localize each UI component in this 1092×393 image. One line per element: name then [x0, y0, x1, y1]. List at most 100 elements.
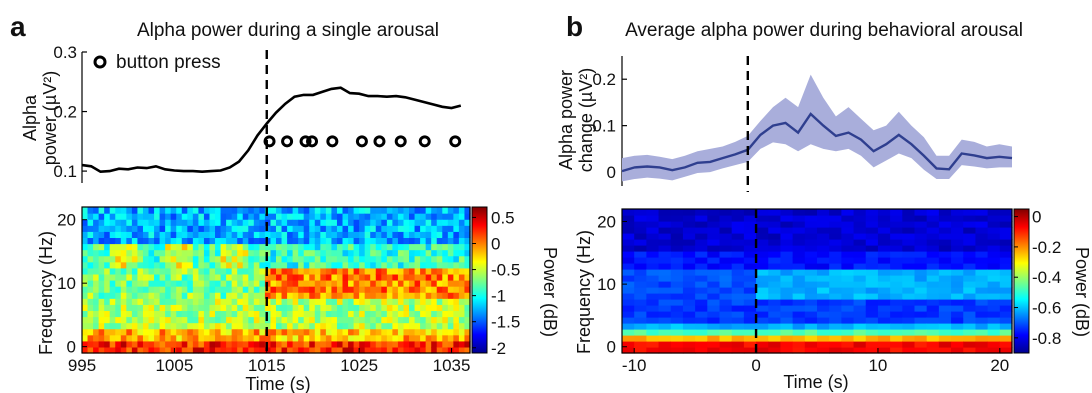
colorbar-tick-label: -0.4 — [1032, 268, 1061, 287]
heatmap-cell — [658, 215, 672, 222]
heatmap-cell — [248, 261, 255, 269]
heatmap-cell — [436, 261, 443, 269]
heatmap-cell — [938, 269, 952, 276]
heatmap-cell — [853, 263, 867, 270]
heatmap-cell — [425, 255, 432, 263]
heatmap-cell — [682, 341, 696, 348]
heatmap-cell — [634, 329, 647, 336]
heatmap-cell — [325, 273, 333, 281]
heatmap-cell — [829, 233, 842, 240]
heatmap-cell — [987, 227, 1001, 234]
heatmap-cell — [780, 233, 794, 240]
heatmap-cell — [963, 311, 977, 318]
heatmap-cell — [137, 280, 144, 287]
heatmap-cell — [458, 286, 466, 293]
y-tick-label: 0.1 — [592, 117, 616, 136]
heatmap-cell — [198, 310, 205, 318]
heatmap-cell — [682, 221, 696, 228]
heatmap-cell — [303, 255, 310, 263]
heatmap-cell — [231, 261, 238, 269]
heatmap-cell — [634, 299, 647, 306]
heatmap-cell — [458, 255, 466, 263]
heatmap-cell — [93, 267, 100, 275]
heatmap-cell — [109, 237, 116, 245]
heatmap-cell — [646, 311, 660, 318]
heatmap-cell — [237, 255, 244, 263]
heatmap-cell — [142, 261, 150, 269]
heatmap-cell — [938, 275, 952, 282]
heatmap-cell — [148, 237, 155, 245]
heatmap-cell — [87, 310, 94, 318]
heatmap-cell — [670, 233, 684, 240]
heatmap-cell — [707, 251, 721, 258]
colorbar-ticks-a: 0.50-0.5-1-1.5-2 — [472, 208, 520, 358]
heatmap-cell — [386, 322, 393, 330]
legend-a: button press — [93, 52, 221, 73]
colorbar-label-b: Power (dB) — [1072, 247, 1092, 337]
heatmap-cell — [890, 221, 903, 228]
heatmap-cell — [841, 329, 855, 336]
heatmap-cell — [276, 273, 283, 281]
heatmap-cell — [226, 207, 233, 214]
heatmap-cell — [336, 207, 344, 214]
heatmap-cell — [348, 255, 355, 263]
heatmap-cell — [165, 298, 172, 305]
heatmap-cell — [176, 249, 183, 257]
heatmap-cell — [137, 243, 144, 251]
chart-title-b: Average alpha power during behavioral ar… — [625, 20, 1023, 41]
heatmap-cell — [237, 219, 244, 226]
heatmap-cell — [226, 292, 233, 299]
heatmap-cell — [104, 273, 111, 281]
heatmap-cell — [963, 323, 977, 330]
heatmap-cell — [731, 245, 745, 252]
heatmap-cell — [142, 292, 150, 299]
heatmap-cell — [98, 255, 105, 263]
heatmap-cell — [93, 316, 100, 324]
heatmap-cell — [414, 207, 421, 214]
heatmap-cell — [120, 298, 127, 305]
heatmap-cell — [148, 346, 155, 354]
heatmap-cell — [646, 263, 660, 270]
heatmap-cell — [142, 340, 150, 348]
heatmap-cell — [248, 273, 255, 281]
heatmap-cell — [353, 286, 360, 293]
heatmap-cell — [841, 335, 855, 342]
heatmap-cell — [719, 269, 733, 276]
heatmap-cell — [137, 207, 144, 214]
y-tick-label: 0 — [607, 163, 616, 182]
heatmap-cell — [115, 286, 122, 293]
heatmap-cell — [226, 310, 233, 318]
heatmap-cell — [242, 225, 249, 232]
heatmap-cell — [348, 286, 355, 293]
heatmap-cell — [453, 292, 460, 299]
heatmap-cell — [98, 316, 105, 324]
heatmap-cell — [370, 286, 377, 293]
heatmap-cell — [148, 273, 155, 281]
heatmap-cell — [259, 304, 266, 312]
heatmap-cell — [409, 225, 416, 232]
heatmap-cell — [242, 243, 249, 251]
heatmap-cell — [987, 209, 1001, 216]
heatmap-cell — [259, 207, 266, 214]
heatmap-cell — [309, 322, 316, 330]
heatmap-cell — [768, 317, 782, 324]
heatmap-cell — [98, 231, 105, 239]
heatmap-cell — [148, 213, 155, 220]
heatmap-cell — [109, 219, 116, 226]
heatmap-cell — [707, 263, 721, 270]
heatmap-cell — [98, 261, 105, 269]
heatmap-cell — [646, 239, 660, 246]
heatmap-cell — [237, 243, 244, 251]
heatmap-cell — [743, 215, 757, 222]
heatmap-cell — [270, 231, 277, 239]
colorbar-a — [472, 207, 487, 353]
heatmap-cell — [298, 280, 305, 287]
heatmap-cell — [458, 292, 466, 299]
heatmap-cell — [131, 286, 139, 293]
heatmap-cell — [431, 213, 438, 220]
heatmap-cell — [237, 207, 244, 214]
heatmap-cell — [198, 292, 205, 299]
heatmap-cell — [987, 311, 1001, 318]
heatmap-cell — [314, 328, 321, 336]
y-tick-label: 0.3 — [53, 43, 77, 62]
